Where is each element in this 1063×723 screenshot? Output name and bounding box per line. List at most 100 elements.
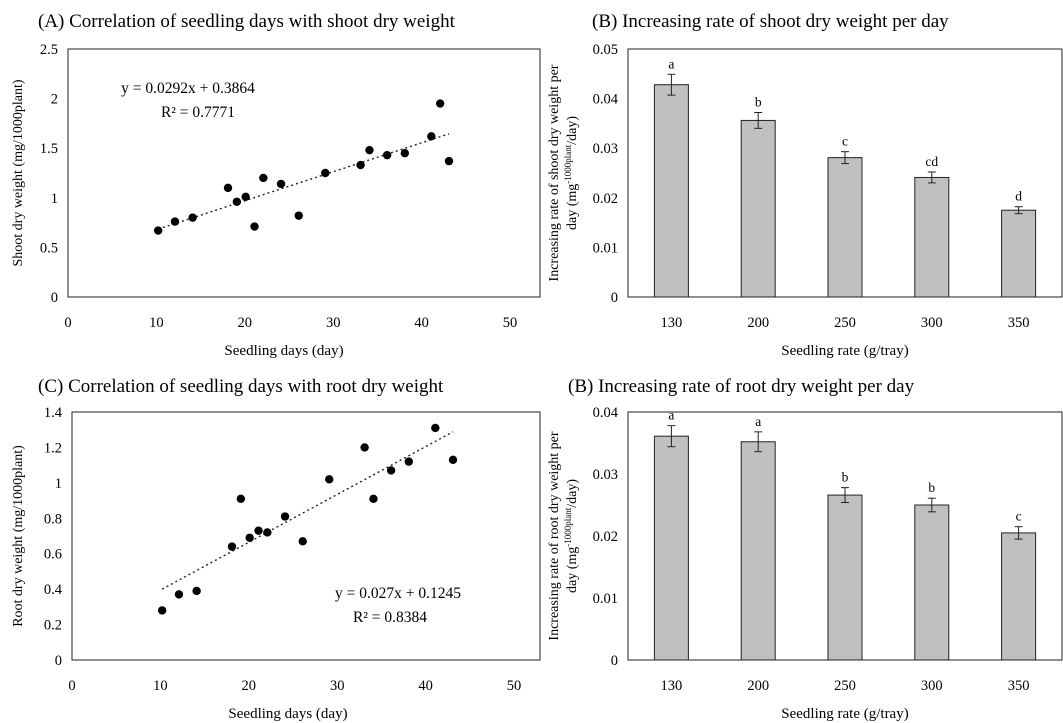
x-tick-label: 50 — [507, 678, 522, 694]
y-axis-label-line2: day (mg-1000plant/day) — [563, 116, 580, 230]
x-axis-label: Seedling days (day) — [228, 706, 347, 722]
data-point — [245, 533, 254, 542]
data-point — [241, 192, 250, 202]
y-tick-label: 0.02 — [593, 529, 618, 545]
y-tick-label: 0 — [51, 290, 58, 306]
significance-letter: b — [928, 480, 935, 495]
y-tick-label: 0.03 — [593, 467, 618, 483]
data-point — [157, 606, 167, 615]
x-axis-label: Seedling rate (g/tray) — [781, 706, 908, 722]
significance-letter: a — [668, 56, 674, 71]
bar — [740, 441, 776, 661]
data-point — [236, 494, 246, 503]
bar — [914, 176, 950, 298]
x-tick-label: 350 — [1008, 315, 1030, 331]
x-tick-label: 40 — [414, 315, 429, 331]
x-tick-label: 30 — [330, 678, 345, 694]
y-tick-label: 1.5 — [40, 141, 58, 157]
y-tick-label: 0.6 — [44, 547, 62, 563]
data-point — [325, 475, 334, 484]
significance-letter: c — [842, 134, 848, 149]
y-tick-label: 1 — [51, 191, 58, 207]
x-tick-label: 250 — [834, 678, 856, 694]
y-tick-label: 0.8 — [44, 511, 62, 527]
data-point — [250, 222, 259, 231]
y-tick-label: 0.01 — [593, 240, 618, 256]
y-axis-label-suffix: /day) — [565, 479, 580, 508]
data-point — [369, 494, 378, 503]
data-point — [188, 213, 197, 222]
y-axis-label-line1: Increasing rate of root dry weight per — [547, 431, 562, 640]
y-axis-label: Shoot dry weight (mg/1000plant) — [11, 79, 26, 266]
x-tick-label: 200 — [747, 678, 769, 694]
data-point — [400, 148, 410, 158]
significance-letter: d — [1015, 189, 1022, 204]
significance-letter: cd — [925, 154, 938, 169]
data-point — [153, 226, 163, 235]
data-point — [386, 466, 396, 475]
data-point — [254, 526, 263, 535]
significance-letter: a — [755, 414, 761, 429]
y-tick-label: 0.04 — [593, 405, 619, 421]
significance-letter: a — [668, 408, 674, 423]
y-tick-label: 0.02 — [593, 191, 618, 207]
y-tick-label: 2.5 — [40, 42, 58, 58]
data-point — [259, 173, 268, 183]
data-point — [427, 132, 436, 141]
bar-panel-B1: (B) Increasing rate of shoot dry weight … — [547, 11, 1063, 359]
x-tick-label: 40 — [418, 678, 433, 694]
scatter-panel-C: (C) Correlation of seedling days with ro… — [11, 376, 541, 722]
y-axis-label-prefix: day (mg — [565, 184, 580, 230]
regression-equation: y = 0.0292x + 0.3864 — [121, 80, 255, 97]
data-point — [356, 160, 365, 170]
r-squared: R² = 0.7771 — [161, 104, 235, 121]
y-axis-label: Root dry weight (mg/1000plant) — [11, 445, 26, 627]
bar-panel-B2: (B) Increasing rate of root dry weight p… — [547, 376, 1063, 722]
y-axis-label-line1: Increasing rate of shoot dry weight per — [547, 64, 562, 281]
data-point — [431, 423, 440, 433]
bar — [653, 84, 689, 298]
x-axis-label: Seedling days (day) — [224, 343, 343, 359]
data-point — [294, 211, 303, 220]
y-tick-label: 1.2 — [44, 440, 62, 456]
y-tick-label: 2 — [51, 92, 58, 108]
data-point — [276, 179, 286, 189]
data-point — [382, 150, 392, 160]
x-tick-label: 50 — [503, 315, 518, 331]
y-axis-label-superscript: -1000plant — [563, 144, 573, 183]
y-tick-label: 1.4 — [44, 405, 63, 421]
x-tick-label: 10 — [149, 315, 164, 331]
bar — [827, 157, 863, 298]
y-tick-label: 0.5 — [40, 240, 58, 256]
significance-letter: b — [755, 94, 762, 109]
x-tick-label: 0 — [68, 678, 75, 694]
x-tick-label: 10 — [153, 678, 168, 694]
data-point — [280, 512, 290, 521]
y-axis-label-prefix: day (mg — [565, 547, 580, 593]
trendline — [161, 431, 454, 590]
x-tick-label: 200 — [747, 315, 769, 331]
y-tick-label: 0.2 — [44, 618, 62, 634]
data-point — [360, 443, 369, 452]
data-point — [232, 197, 242, 206]
y-tick-label: 0.01 — [593, 591, 618, 607]
y-tick-label: 0.03 — [593, 141, 618, 157]
data-point — [227, 542, 237, 551]
chart-title: (B) Increasing rate of root dry weight p… — [568, 376, 915, 397]
data-point — [321, 168, 330, 178]
bar — [653, 435, 689, 661]
y-axis-label-line2: day (mg-1000plant/day) — [563, 479, 580, 593]
significance-letter: c — [1016, 509, 1022, 524]
bar — [1001, 532, 1037, 661]
significance-letter: b — [842, 470, 849, 485]
x-tick-label: 250 — [834, 315, 856, 331]
x-tick-label: 130 — [661, 315, 683, 331]
chart-title: (A) Correlation of seedling days with sh… — [38, 11, 456, 32]
data-point — [435, 99, 445, 108]
data-point — [448, 455, 458, 465]
y-tick-label: 0 — [611, 290, 618, 306]
x-axis-label: Seedling rate (g/tray) — [781, 343, 908, 359]
data-point — [444, 156, 454, 166]
x-tick-label: 20 — [242, 678, 257, 694]
